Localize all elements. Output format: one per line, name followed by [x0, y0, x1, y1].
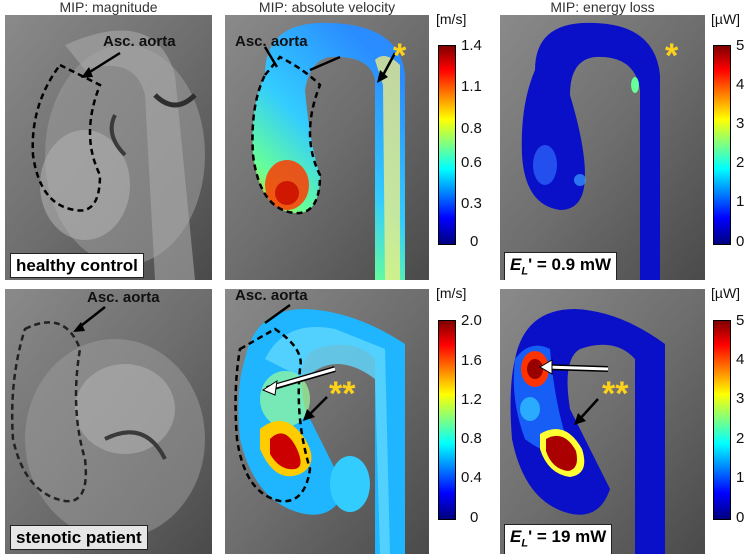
energy-value: ' = 0.9 mW [528, 255, 612, 274]
healthy-energy-star: * [665, 37, 679, 75]
stenotic-energy-unit: [µW] [711, 285, 741, 301]
healthy-velocity-tick: 0.3 [461, 195, 482, 212]
stenotic-energy-panel: ** EL' = 19 mW [500, 289, 705, 554]
healthy-energy-loss-label: EL' = 0.9 mW [504, 252, 618, 280]
healthy-energy-tick: 3 [736, 115, 745, 132]
healthy-aorta-outline [31, 63, 102, 212]
stenotic-velocity-colorbar [438, 320, 456, 520]
healthy-velocity-colorbar [438, 45, 456, 245]
stenotic-velocity-tick: 0.4 [461, 469, 482, 486]
stenotic-velocity-unit: [m/s] [436, 285, 467, 301]
healthy-energy-panel: * EL' = 0.9 mW [500, 15, 705, 280]
healthy-energy-tick: 0 [736, 233, 745, 250]
stenotic-energy-tick: 4 [736, 351, 745, 368]
stenotic-energy-colorbar [713, 320, 731, 520]
healthy-velocity-tick: 0 [470, 233, 479, 250]
stenotic-energy-tick: 0 [736, 509, 745, 526]
stenotic-velocity-panel: Asc. aorta ** [225, 289, 429, 554]
stenotic-magnitude-panel: Asc. aorta stenotic patient [5, 289, 212, 554]
energy-subscript: L [521, 265, 529, 278]
magnitude-column-title: MIP: magnitude [59, 0, 158, 15]
healthy-velocity-tick: 0.6 [461, 154, 482, 171]
velocity-column-title: MIP: absolute velocity [258, 0, 396, 15]
stenotic-patient-label: stenotic patient [10, 525, 148, 550]
healthy-velocity-unit: [m/s] [436, 11, 467, 27]
stenotic-energy-tick: 3 [736, 390, 745, 407]
stenotic-velocity-tick: 0.8 [461, 430, 482, 447]
healthy-energy-colorbar [713, 45, 731, 245]
healthy-velocity-tick: 0.8 [461, 120, 482, 137]
healthy-velocity-asc-aorta-label: Asc. aorta [235, 33, 308, 50]
energy-value: ' = 19 mW [528, 527, 607, 546]
healthy-asc-aorta-label: Asc. aorta [103, 33, 176, 50]
healthy-control-label: healthy control [10, 253, 144, 278]
stenotic-velocity-tick: 0 [470, 509, 479, 526]
stenotic-velocity-tick: 2.0 [461, 312, 482, 329]
healthy-velocity-star: * [393, 37, 407, 75]
healthy-velocity-tick: 1.4 [461, 37, 482, 54]
stenotic-velocity-asc-aorta-label: Asc. aorta [235, 289, 308, 304]
energy-symbol: E [510, 255, 522, 274]
stenotic-energy-tick: 1 [736, 469, 745, 486]
healthy-magnitude-panel: Asc. aorta healthy control [5, 15, 212, 280]
healthy-energy-tick: 1 [736, 193, 745, 210]
stenotic-asc-aorta-label: Asc. aorta [87, 289, 160, 306]
stenotic-energy-tick: 2 [736, 430, 745, 447]
energy-symbol: E [510, 527, 522, 546]
healthy-velocity-panel: Asc. aorta * [225, 15, 429, 280]
healthy-velocity-tick: 1.1 [461, 78, 482, 95]
stenotic-velocity-tick: 1.2 [461, 391, 482, 408]
stenotic-energy-tick: 5 [736, 312, 745, 329]
healthy-energy-unit: [µW] [711, 11, 741, 27]
stenotic-velocity-star: ** [329, 375, 356, 413]
energy-subscript: L [521, 537, 529, 550]
healthy-energy-tick: 4 [736, 76, 745, 93]
stenotic-energy-loss-label: EL' = 19 mW [504, 524, 613, 554]
stenotic-energy-star: ** [602, 375, 629, 413]
energy-column-title: MIP: energy loss [550, 0, 655, 15]
healthy-energy-tick: 5 [736, 37, 745, 54]
healthy-energy-tick: 2 [736, 154, 745, 171]
stenotic-velocity-tick: 1.6 [461, 352, 482, 369]
